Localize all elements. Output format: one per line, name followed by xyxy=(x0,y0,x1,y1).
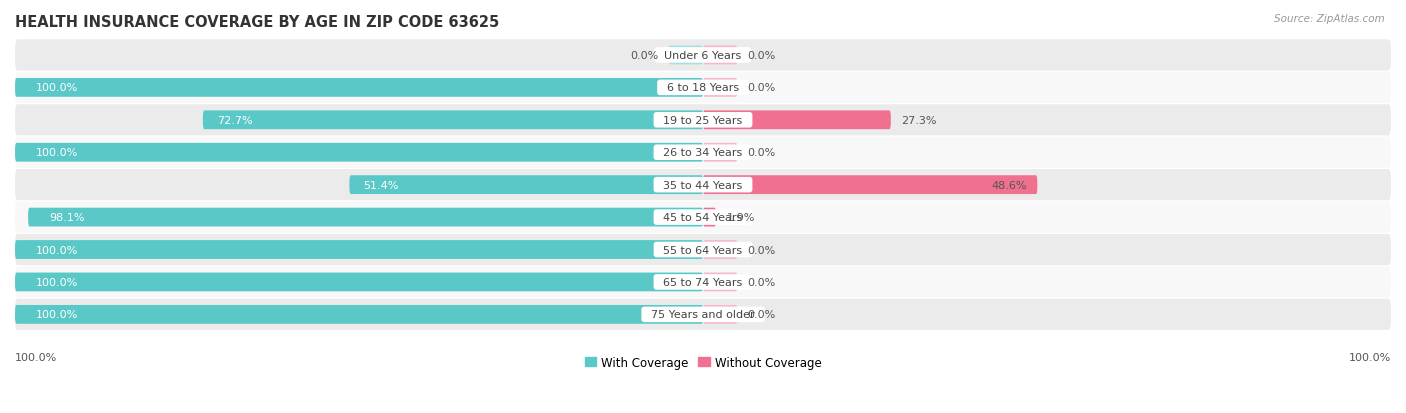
Text: 51.4%: 51.4% xyxy=(363,180,398,190)
Text: 100.0%: 100.0% xyxy=(15,352,58,362)
Text: 0.0%: 0.0% xyxy=(748,51,776,61)
Text: 75 Years and older: 75 Years and older xyxy=(644,310,762,320)
Text: 100.0%: 100.0% xyxy=(35,310,77,320)
FancyBboxPatch shape xyxy=(703,143,737,162)
FancyBboxPatch shape xyxy=(15,138,1391,169)
Text: 27.3%: 27.3% xyxy=(901,116,936,126)
FancyBboxPatch shape xyxy=(703,305,737,324)
Text: Source: ZipAtlas.com: Source: ZipAtlas.com xyxy=(1274,14,1385,24)
Text: HEALTH INSURANCE COVERAGE BY AGE IN ZIP CODE 63625: HEALTH INSURANCE COVERAGE BY AGE IN ZIP … xyxy=(15,15,499,30)
FancyBboxPatch shape xyxy=(15,299,1391,330)
Text: 0.0%: 0.0% xyxy=(748,83,776,93)
FancyBboxPatch shape xyxy=(202,111,703,130)
FancyBboxPatch shape xyxy=(703,111,891,130)
FancyBboxPatch shape xyxy=(703,79,737,97)
Text: 100.0%: 100.0% xyxy=(35,148,77,158)
FancyBboxPatch shape xyxy=(15,267,1391,298)
Text: 100.0%: 100.0% xyxy=(1348,352,1391,362)
Text: 1.9%: 1.9% xyxy=(727,213,755,223)
Text: 100.0%: 100.0% xyxy=(35,277,77,287)
Text: 6 to 18 Years: 6 to 18 Years xyxy=(659,83,747,93)
FancyBboxPatch shape xyxy=(15,202,1391,233)
Text: 98.1%: 98.1% xyxy=(49,213,84,223)
Legend: With Coverage, Without Coverage: With Coverage, Without Coverage xyxy=(579,351,827,374)
FancyBboxPatch shape xyxy=(15,143,703,162)
FancyBboxPatch shape xyxy=(15,73,1391,104)
Text: 100.0%: 100.0% xyxy=(35,83,77,93)
FancyBboxPatch shape xyxy=(703,176,1038,195)
FancyBboxPatch shape xyxy=(15,273,703,292)
Text: 0.0%: 0.0% xyxy=(748,310,776,320)
Text: 48.6%: 48.6% xyxy=(991,180,1026,190)
FancyBboxPatch shape xyxy=(15,79,703,97)
FancyBboxPatch shape xyxy=(15,305,703,324)
FancyBboxPatch shape xyxy=(15,234,1391,266)
FancyBboxPatch shape xyxy=(15,170,1391,201)
Text: 26 to 34 Years: 26 to 34 Years xyxy=(657,148,749,158)
FancyBboxPatch shape xyxy=(703,240,737,259)
Text: 19 to 25 Years: 19 to 25 Years xyxy=(657,116,749,126)
Text: 100.0%: 100.0% xyxy=(35,245,77,255)
Text: 0.0%: 0.0% xyxy=(748,148,776,158)
FancyBboxPatch shape xyxy=(703,46,737,65)
Text: 55 to 64 Years: 55 to 64 Years xyxy=(657,245,749,255)
FancyBboxPatch shape xyxy=(703,273,737,292)
FancyBboxPatch shape xyxy=(15,240,703,259)
FancyBboxPatch shape xyxy=(28,208,703,227)
Text: 0.0%: 0.0% xyxy=(748,277,776,287)
FancyBboxPatch shape xyxy=(703,208,716,227)
FancyBboxPatch shape xyxy=(15,105,1391,136)
FancyBboxPatch shape xyxy=(350,176,703,195)
Text: 65 to 74 Years: 65 to 74 Years xyxy=(657,277,749,287)
Text: 45 to 54 Years: 45 to 54 Years xyxy=(657,213,749,223)
FancyBboxPatch shape xyxy=(669,46,703,65)
Text: 72.7%: 72.7% xyxy=(217,116,252,126)
FancyBboxPatch shape xyxy=(15,40,1391,71)
Text: 0.0%: 0.0% xyxy=(748,245,776,255)
Text: Under 6 Years: Under 6 Years xyxy=(658,51,748,61)
Text: 0.0%: 0.0% xyxy=(630,51,658,61)
Text: 35 to 44 Years: 35 to 44 Years xyxy=(657,180,749,190)
